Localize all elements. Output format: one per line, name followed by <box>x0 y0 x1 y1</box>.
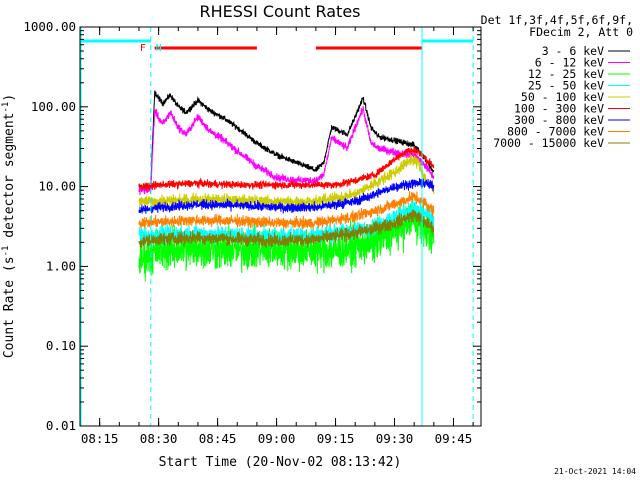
series-line-7000-15000-kev <box>138 209 435 249</box>
legend-label-100-300-kev: 100 - 300 keV <box>514 102 604 116</box>
y-axis-label: Count Rate (s-1 detector segment-1) <box>1 94 17 358</box>
y-tick-label: 0.10 <box>46 338 76 353</box>
legend-header-line-2: FDecim 2, Att 0 <box>529 25 633 39</box>
series-line-50-100-kev <box>138 152 435 209</box>
x-axis-label: Start Time (20-Nov-02 08:13:42) <box>159 455 402 470</box>
y-tick-label: 0.01 <box>46 418 76 433</box>
chart-title: RHESSI Count Rates <box>200 2 361 21</box>
series-line-6-12-kev <box>138 105 435 195</box>
legend-label-25-50-kev: 25 - 50 keV <box>528 79 604 93</box>
legend-label-800-7000-kev: 800 - 7000 keV <box>507 125 604 139</box>
x-tick-label: 09:00 <box>258 431 296 446</box>
legend-label-7000-15000-kev: 7000 - 15000 keV <box>493 136 604 150</box>
x-tick-label: 09:45 <box>435 431 473 446</box>
x-tick-label: 08:15 <box>81 431 119 446</box>
legend-label-50-100-kev: 50 - 100 keV <box>521 90 604 104</box>
series-line-3-6-kev <box>138 90 435 190</box>
legend-label-6-12-kev: 6 - 12 keV <box>535 56 604 70</box>
plot-frame <box>79 26 482 427</box>
y-axis-label-main: Count Rate (s <box>2 256 17 358</box>
footer-timestamp: 21-Oct-2021 14:04 <box>554 467 636 476</box>
y-tick-label: 100.00 <box>31 99 76 114</box>
y-axis-label-end: ) <box>2 94 17 102</box>
x-tick-label: 09:30 <box>376 431 414 446</box>
axes-group: 0.01 0.10 1.00 10.00 100.00 1000.00 08:15 08:30… <box>23 19 481 446</box>
legend-label-3-6-kev: 3 - 6 keV <box>542 44 604 58</box>
annotation-f: F <box>140 43 146 54</box>
series-line-100-300-kev <box>138 147 435 191</box>
x-tick-label: 09:15 <box>317 431 355 446</box>
series-group <box>138 90 435 282</box>
series-line-800-7000-kev <box>138 190 435 230</box>
y-axis-label-sup2: -1 <box>1 102 11 113</box>
y-axis-label-sup1: -1 <box>1 246 11 257</box>
series-line-300-800-kev <box>138 178 435 214</box>
legend-header-line-1: Det 1f,3f,4f,5f,6f,9f, <box>481 13 633 27</box>
y-tick-label: 1.00 <box>46 258 76 273</box>
x-tick-label: 08:45 <box>199 431 237 446</box>
y-axis-label-mid: detector segment <box>2 113 17 246</box>
legend-label-300-800-kev: 300 - 800 keV <box>514 113 604 127</box>
annotation-n: N <box>156 43 162 54</box>
y-tick-label: 1000.00 <box>23 19 76 34</box>
y-tick-label: 10.00 <box>38 179 76 194</box>
x-tick-label: 08:30 <box>140 431 178 446</box>
legend-label-12-25-kev: 12 - 25 keV <box>528 67 604 81</box>
